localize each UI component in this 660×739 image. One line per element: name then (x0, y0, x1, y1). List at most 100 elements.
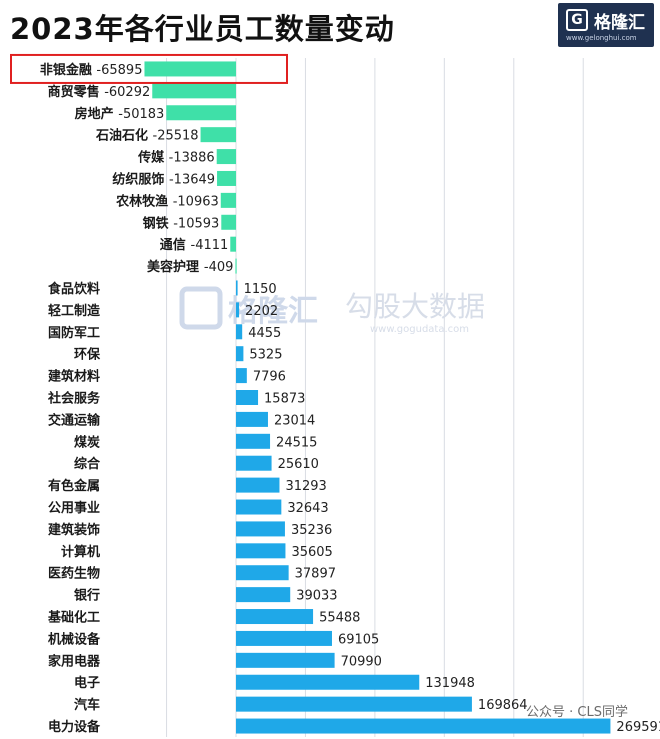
category-label: 汽车 (74, 697, 100, 713)
bar (236, 543, 286, 559)
category-label: 非银金融 (40, 62, 92, 78)
value-label: 1150 (244, 282, 277, 297)
bar (236, 411, 268, 427)
credit-text: 公众号 · CLS同学 (526, 704, 628, 720)
category-label: 建筑装饰 (48, 522, 100, 538)
category-label: 电子 (74, 675, 100, 691)
bar (216, 149, 236, 165)
category-label: 商贸零售 (48, 84, 100, 100)
category-label: 轻工制造 (48, 303, 101, 319)
category-label: 医药生物 (48, 566, 100, 582)
value-label: -50183 (118, 107, 164, 122)
bar (220, 192, 236, 208)
bars (144, 61, 611, 734)
bar (166, 105, 236, 121)
value-label: 31293 (285, 479, 326, 494)
value-label: 70990 (341, 654, 382, 669)
category-label: 食品饮料 (48, 281, 100, 297)
bar (236, 565, 289, 581)
value-label: 32643 (287, 501, 328, 516)
category-label: 公用事业 (48, 500, 100, 516)
category-label: 银行 (74, 588, 100, 604)
value-label: -409 (204, 260, 234, 275)
category-label: 机械设备 (48, 631, 101, 647)
value-label: 269591 (616, 720, 660, 735)
category-label: 通信 (160, 237, 186, 253)
value-label: 69105 (338, 632, 379, 647)
value-label: 37897 (295, 567, 336, 582)
value-label: 15873 (264, 392, 305, 407)
bar (230, 236, 236, 252)
bar (236, 696, 472, 712)
bar (221, 214, 236, 230)
category-label: 农林牧渔 (115, 193, 168, 209)
category-label: 社会服务 (47, 391, 101, 407)
bar (236, 390, 259, 405)
category-label: 交通运输 (48, 412, 101, 428)
value-label: 131948 (425, 676, 475, 691)
category-label: 传媒 (137, 150, 165, 166)
value-label: -13649 (169, 172, 215, 187)
category-label: 有色金属 (48, 478, 100, 494)
bar (235, 258, 237, 274)
logo: G 格隆汇 www.gelonghui.com (558, 3, 654, 47)
bar (236, 346, 244, 362)
bar (236, 609, 314, 625)
category-label: 电力设备 (48, 719, 101, 735)
bar (217, 170, 236, 186)
value-label: 39033 (296, 589, 337, 604)
watermark-url: www.gogudata.com (370, 324, 469, 335)
value-label: 5325 (249, 348, 282, 363)
highlight-box (10, 53, 288, 84)
value-label: 55488 (319, 611, 360, 626)
category-label: 美容护理 (147, 259, 199, 275)
value-label: -25518 (153, 129, 199, 144)
bar (236, 674, 420, 690)
value-label: -10963 (173, 194, 219, 209)
bar (236, 280, 238, 296)
logo-mark: G (566, 9, 588, 31)
page-title: 2023年各行业员工数量变动 (10, 12, 395, 46)
value-label: 2202 (245, 304, 278, 319)
category-label: 建筑材料 (48, 369, 100, 385)
bar (152, 83, 236, 99)
value-label: 24515 (276, 435, 317, 450)
value-label: 7796 (253, 370, 286, 385)
bar (236, 302, 240, 318)
bar (236, 368, 247, 384)
category-label: 综合 (74, 456, 101, 472)
watermark-brand: 格隆汇 (228, 294, 318, 329)
bar (200, 127, 236, 143)
value-label: -10593 (173, 216, 219, 231)
bar (236, 455, 272, 471)
category-label: 钢铁 (143, 215, 169, 231)
bar-labels: 非银金融 -65895 商贸零售 -60292 房地产 -50183 石油石化 -25518 传… (40, 62, 660, 735)
bar (236, 433, 271, 449)
value-label: 35236 (291, 523, 332, 538)
value-label: 169864 (478, 698, 528, 713)
category-label: 国防军工 (48, 325, 100, 341)
bar (144, 61, 236, 77)
value-label: 4455 (248, 326, 281, 341)
bar (236, 324, 243, 340)
bar (236, 587, 291, 603)
watermark-logo-mark (179, 286, 223, 330)
watermark: 格隆汇 勾股大数据 www.gogudata.com (179, 286, 485, 335)
watermark-text: 勾股大数据 (345, 290, 485, 323)
logo-url: www.gelonghui.com (566, 34, 637, 42)
bar (236, 630, 332, 646)
category-label: 石油石化 (95, 128, 148, 144)
category-label: 纺织服饰 (112, 171, 164, 187)
category-label: 房地产 (75, 106, 114, 122)
bar (236, 521, 285, 537)
value-label: -13886 (169, 151, 215, 166)
bar (236, 652, 335, 668)
value-label: -65895 (96, 63, 142, 78)
value-label: 35605 (291, 545, 332, 560)
bar (236, 477, 280, 493)
bar (236, 718, 611, 734)
value-label: 23014 (274, 413, 315, 428)
value-label: -4111 (191, 238, 229, 253)
